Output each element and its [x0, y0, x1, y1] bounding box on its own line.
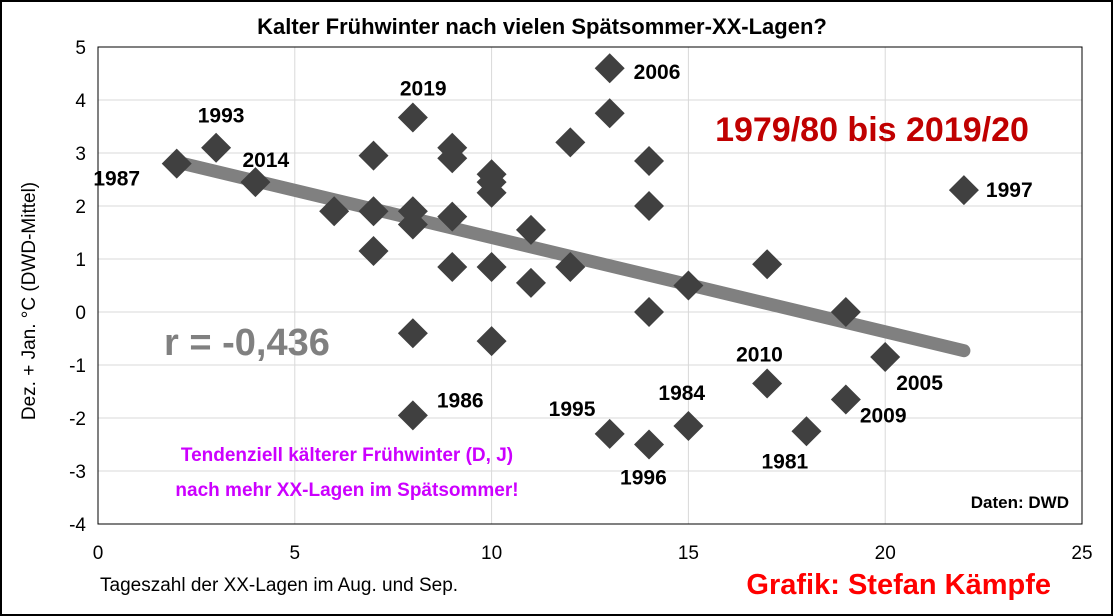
data-point — [673, 270, 704, 301]
year-label: 1984 — [658, 382, 705, 405]
data-point — [476, 326, 507, 357]
y-tick-label: 0 — [75, 303, 86, 324]
data-point — [476, 251, 507, 282]
data-point — [476, 177, 507, 208]
correlation-annotation: r = -0,436 — [164, 322, 330, 364]
data-point — [358, 236, 389, 267]
year-label: 1993 — [198, 105, 245, 128]
data-point — [948, 175, 979, 206]
x-tick-label: 25 — [1071, 543, 1092, 564]
data-point — [319, 196, 350, 227]
y-tick-label: 4 — [75, 91, 86, 112]
y-tick-label: 1 — [75, 250, 86, 271]
year-labels: 1987 1993 2014 2019 1986 2006 1995 1996 1984 2010… — [93, 61, 1032, 489]
tendency-note-line2: nach mehr XX-Lagen im Spätsommer! — [175, 480, 518, 501]
y-tick-label: -2 — [69, 409, 86, 430]
data-point — [397, 400, 428, 431]
y-tick-label: -3 — [69, 462, 86, 483]
x-tick-label: 0 — [93, 543, 104, 564]
data-point — [830, 297, 861, 327]
year-label: 1987 — [93, 168, 140, 191]
y-tick-label: 3 — [75, 144, 86, 165]
chart-title: Kalter Frühwinter nach vielen Spätsommer… — [257, 14, 827, 39]
data-point — [634, 145, 665, 176]
y-axis-title: Dez. + Jan. °C (DWD-Mittel) — [19, 182, 40, 420]
data-point — [201, 132, 232, 163]
data-point — [752, 249, 783, 280]
year-label: 2009 — [860, 404, 907, 427]
data-point — [358, 140, 389, 171]
data-point — [634, 297, 665, 327]
data-point — [791, 416, 822, 447]
y-tick-label: 2 — [75, 197, 86, 218]
x-tick-label: 20 — [875, 543, 896, 564]
data-point — [161, 148, 192, 179]
year-label: 2014 — [242, 149, 289, 172]
y-tick-label: 5 — [75, 38, 86, 59]
period-annotation: 1979/80 bis 2019/20 — [715, 111, 1029, 149]
year-label: 2019 — [400, 77, 447, 100]
y-tick-label: -4 — [69, 515, 86, 536]
year-label: 2006 — [634, 61, 681, 84]
data-point — [870, 342, 901, 373]
year-label: 1981 — [761, 450, 808, 473]
year-label: 1996 — [620, 467, 667, 490]
year-label: 2010 — [736, 344, 783, 367]
data-source: Daten: DWD — [971, 493, 1069, 512]
data-point — [437, 251, 468, 282]
x-tick-label: 5 — [290, 543, 301, 564]
data-point — [634, 429, 665, 460]
data-point — [397, 318, 428, 349]
data-point — [515, 267, 546, 298]
data-point — [673, 410, 704, 441]
y-tick-label: -1 — [69, 356, 86, 377]
data-point — [752, 368, 783, 399]
data-point — [555, 251, 586, 282]
data-point — [397, 102, 428, 133]
data-point — [358, 196, 389, 227]
year-label: 2005 — [896, 372, 943, 395]
tendency-note-line1: Tendenziell kälterer Frühwinter (D, J) — [181, 445, 513, 466]
data-point — [555, 127, 586, 158]
x-tick-label: 15 — [678, 543, 699, 564]
data-point — [594, 418, 625, 449]
data-point — [830, 384, 861, 415]
plot-area-border — [97, 46, 1083, 525]
data-point — [437, 201, 468, 232]
data-point — [397, 209, 428, 240]
data-point — [634, 191, 665, 221]
data-point — [437, 143, 468, 174]
graphic-credit: Grafik: Stefan Kämpfe — [746, 569, 1051, 601]
year-label: 1997 — [986, 179, 1033, 202]
data-point — [594, 98, 625, 129]
year-label: 1995 — [549, 398, 596, 421]
data-point — [240, 167, 271, 198]
year-label: 1986 — [437, 389, 484, 412]
data-point — [594, 53, 625, 84]
x-tick-label: 10 — [481, 543, 502, 564]
data-point — [515, 214, 546, 245]
x-axis-title: Tageszahl der XX-Lagen im Aug. und Sep. — [100, 575, 458, 596]
